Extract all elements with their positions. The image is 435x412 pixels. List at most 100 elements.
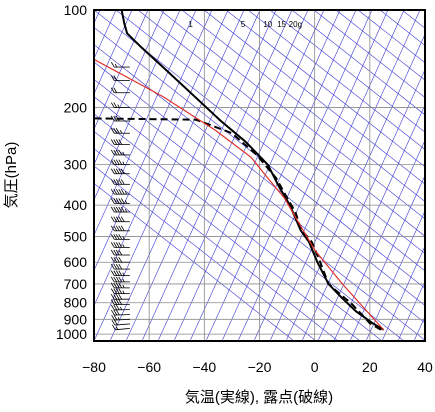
barb-flag bbox=[111, 319, 116, 326]
isotherm-line bbox=[173, 10, 325, 341]
adiabat-line bbox=[335, 10, 425, 81]
wind-barb bbox=[110, 263, 130, 270]
adiabat-line bbox=[181, 10, 425, 202]
wind-barb bbox=[111, 319, 130, 326]
isotherm-line bbox=[94, 10, 197, 236]
wind-barb bbox=[110, 242, 130, 248]
barb-flag bbox=[113, 206, 118, 213]
barb-flag bbox=[110, 304, 115, 311]
wind-barb bbox=[110, 249, 130, 256]
wind-barb bbox=[110, 87, 130, 94]
barb-flag bbox=[118, 263, 123, 270]
wind-barb bbox=[110, 257, 130, 263]
barb-flag bbox=[113, 270, 118, 276]
barb-flag bbox=[110, 270, 115, 276]
adiabat-line bbox=[94, 113, 383, 341]
barb-flag bbox=[110, 299, 115, 305]
barb-flag bbox=[113, 282, 118, 289]
barb-flag bbox=[118, 234, 123, 240]
barb-half-flag bbox=[119, 130, 123, 134]
wind-barb bbox=[110, 225, 130, 232]
adiabat-line bbox=[225, 10, 425, 168]
wind-barb bbox=[110, 299, 130, 306]
isotherm-line bbox=[301, 68, 425, 341]
wind-barb bbox=[110, 294, 130, 300]
barb-half-flag bbox=[114, 63, 118, 68]
barb-flag bbox=[118, 179, 123, 185]
isotherm-line bbox=[141, 10, 293, 341]
barb-half-flag bbox=[122, 161, 125, 165]
barb-flag bbox=[118, 188, 123, 195]
adiabat-line bbox=[94, 10, 425, 272]
barb-half-flag bbox=[124, 208, 128, 213]
isotherm-line bbox=[94, 10, 245, 341]
barb-flag bbox=[113, 198, 118, 204]
x-tick-label: −60 bbox=[137, 359, 161, 375]
barb-flag bbox=[115, 299, 120, 305]
barb-flag bbox=[118, 294, 123, 300]
barb-flag bbox=[118, 149, 123, 156]
barb-flag bbox=[113, 249, 118, 256]
barb-flag bbox=[115, 168, 120, 174]
isotherm-line bbox=[237, 10, 389, 341]
barb-flag bbox=[110, 168, 115, 174]
y-tick-label: 1000 bbox=[56, 326, 87, 342]
barb-flag bbox=[120, 179, 125, 185]
barb-flag bbox=[118, 198, 123, 204]
adiabat-line bbox=[313, 10, 425, 98]
adiabat-line bbox=[94, 26, 425, 289]
barb-flag bbox=[113, 309, 118, 316]
adiabat-line bbox=[94, 44, 425, 306]
barb-flag bbox=[110, 257, 115, 263]
isotherm-line bbox=[397, 280, 425, 341]
adiabat-line bbox=[291, 10, 425, 116]
barb-flag bbox=[115, 115, 120, 122]
barb-flag bbox=[118, 270, 123, 276]
isotherm-line bbox=[94, 10, 213, 272]
barb-flag bbox=[110, 242, 115, 248]
barb-flag bbox=[116, 309, 120, 316]
barb-flag bbox=[110, 75, 115, 81]
temperature-line bbox=[120, 10, 385, 331]
barb-flag bbox=[110, 139, 115, 145]
isotherm-line bbox=[381, 245, 425, 341]
mixing-ratio-label: 5 bbox=[241, 20, 246, 29]
isotherm-line bbox=[109, 10, 261, 341]
wind-barb bbox=[111, 314, 130, 321]
y-tick-label: 100 bbox=[64, 2, 88, 18]
isotherm-line bbox=[269, 10, 421, 341]
barb-flag bbox=[110, 276, 115, 283]
barb-flag bbox=[113, 179, 118, 185]
barb-flag bbox=[113, 168, 118, 174]
adiabat-line bbox=[94, 130, 361, 341]
adiabat-line bbox=[269, 10, 425, 133]
wind-barb bbox=[110, 304, 130, 311]
wind-barb bbox=[110, 75, 130, 81]
barb-half-flag bbox=[122, 278, 125, 283]
barb-flag bbox=[120, 216, 125, 222]
barb-flag bbox=[113, 294, 118, 300]
barb-flag bbox=[120, 225, 125, 232]
barb-flag bbox=[110, 188, 115, 195]
x-tick-label: −80 bbox=[82, 359, 106, 375]
wind-barb bbox=[110, 276, 130, 283]
barb-flag bbox=[111, 309, 115, 316]
isotherm-line bbox=[157, 10, 309, 341]
barb-flag bbox=[120, 188, 125, 195]
barb-half-flag bbox=[122, 290, 125, 294]
barb-flag bbox=[111, 324, 116, 331]
barb-flag bbox=[113, 288, 118, 294]
barb-flag bbox=[110, 149, 115, 156]
barb-flag bbox=[113, 87, 118, 93]
wind-barb bbox=[110, 270, 130, 277]
adiabat-line bbox=[94, 61, 425, 324]
barb-half-flag bbox=[122, 151, 125, 156]
isotherm-line bbox=[253, 10, 405, 341]
barb-flag bbox=[115, 188, 120, 195]
barb-flag bbox=[113, 149, 118, 156]
x-tick-label: −40 bbox=[192, 359, 216, 375]
isotherm-line bbox=[94, 10, 181, 201]
barb-half-flag bbox=[124, 190, 128, 195]
barb-flag bbox=[115, 282, 120, 289]
adiabat-line bbox=[115, 10, 425, 254]
